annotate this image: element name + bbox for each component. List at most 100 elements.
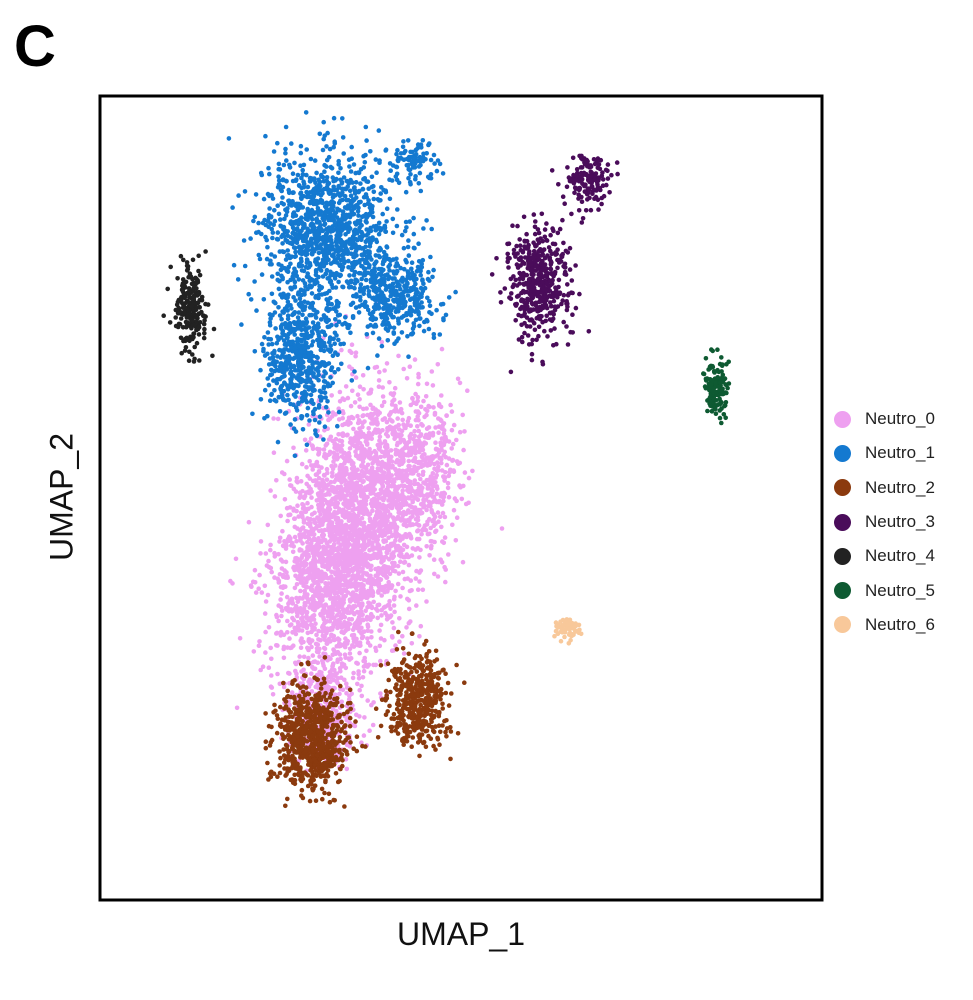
data-point xyxy=(440,422,446,428)
data-point xyxy=(392,563,397,569)
data-point xyxy=(374,239,380,245)
data-point xyxy=(414,536,420,542)
data-point xyxy=(381,506,387,512)
data-point xyxy=(316,572,321,578)
data-point xyxy=(264,563,270,568)
data-point xyxy=(428,454,434,460)
data-point xyxy=(343,565,348,570)
data-point xyxy=(377,628,382,633)
data-point xyxy=(278,597,283,602)
data-point xyxy=(382,521,388,527)
data-point xyxy=(304,248,310,253)
data-point xyxy=(347,188,353,194)
data-point xyxy=(417,570,422,575)
data-point xyxy=(395,581,401,587)
data-point xyxy=(304,244,309,249)
data-point xyxy=(330,228,336,234)
data-point xyxy=(341,248,346,254)
data-point xyxy=(341,450,346,456)
data-point xyxy=(351,507,357,512)
data-point xyxy=(413,459,419,465)
data-point xyxy=(263,650,268,655)
data-point xyxy=(337,509,343,514)
data-point xyxy=(294,557,300,563)
data-point xyxy=(345,203,351,208)
data-point xyxy=(400,585,405,591)
data-point xyxy=(301,179,306,184)
data-point xyxy=(359,515,365,521)
data-point xyxy=(285,630,290,635)
data-point xyxy=(355,202,360,208)
data-point xyxy=(360,601,365,606)
data-point xyxy=(499,526,505,531)
data-point xyxy=(364,138,369,143)
data-point xyxy=(267,206,272,211)
data-point xyxy=(284,594,290,600)
data-point xyxy=(388,606,393,611)
data-point xyxy=(352,285,357,291)
data-point xyxy=(372,496,378,502)
data-point xyxy=(396,571,402,576)
data-point xyxy=(263,599,269,604)
data-point xyxy=(387,490,392,495)
data-point xyxy=(274,236,280,242)
data-point xyxy=(293,573,298,579)
data-point xyxy=(399,454,405,459)
data-point xyxy=(384,361,390,366)
data-point xyxy=(375,615,381,621)
data-point xyxy=(354,575,359,581)
data-point xyxy=(426,486,431,491)
data-point xyxy=(336,279,341,285)
data-point xyxy=(271,149,277,154)
data-point xyxy=(231,262,237,268)
data-point xyxy=(392,436,397,442)
data-point xyxy=(325,508,330,514)
data-point xyxy=(311,186,317,192)
data-point xyxy=(282,471,287,477)
data-point xyxy=(324,441,330,447)
data-point xyxy=(361,524,367,529)
data-point xyxy=(346,504,351,509)
data-point xyxy=(406,562,412,568)
data-point xyxy=(363,277,369,283)
data-point xyxy=(344,452,350,457)
data-point xyxy=(352,400,358,405)
data-point xyxy=(295,624,301,629)
data-point xyxy=(344,471,350,477)
data-point xyxy=(378,466,383,472)
data-point xyxy=(264,237,270,243)
data-point xyxy=(321,119,327,125)
data-point xyxy=(310,653,316,658)
data-point xyxy=(451,422,457,428)
data-point xyxy=(329,166,335,171)
data-point xyxy=(349,239,355,244)
data-point xyxy=(411,215,416,221)
data-point xyxy=(450,458,455,463)
data-point xyxy=(316,628,321,634)
data-point xyxy=(253,192,259,197)
data-point xyxy=(259,272,265,277)
data-point xyxy=(276,578,282,584)
data-point xyxy=(426,492,431,497)
data-point xyxy=(359,252,365,258)
data-point xyxy=(292,266,297,272)
data-point xyxy=(368,149,373,154)
data-point xyxy=(307,677,313,682)
data-point xyxy=(345,641,350,646)
data-point xyxy=(341,535,347,541)
data-point xyxy=(303,602,308,608)
data-point xyxy=(343,593,349,599)
data-point xyxy=(305,521,311,526)
data-point xyxy=(353,228,358,233)
data-point xyxy=(332,538,337,543)
data-point xyxy=(308,199,313,204)
data-point xyxy=(366,579,372,584)
data-point xyxy=(313,463,318,469)
data-point xyxy=(253,590,259,595)
data-point xyxy=(328,434,334,440)
data-point xyxy=(367,574,372,580)
data-point xyxy=(270,692,276,697)
data-point xyxy=(439,346,445,352)
data-point xyxy=(322,222,327,228)
data-point xyxy=(303,237,309,243)
